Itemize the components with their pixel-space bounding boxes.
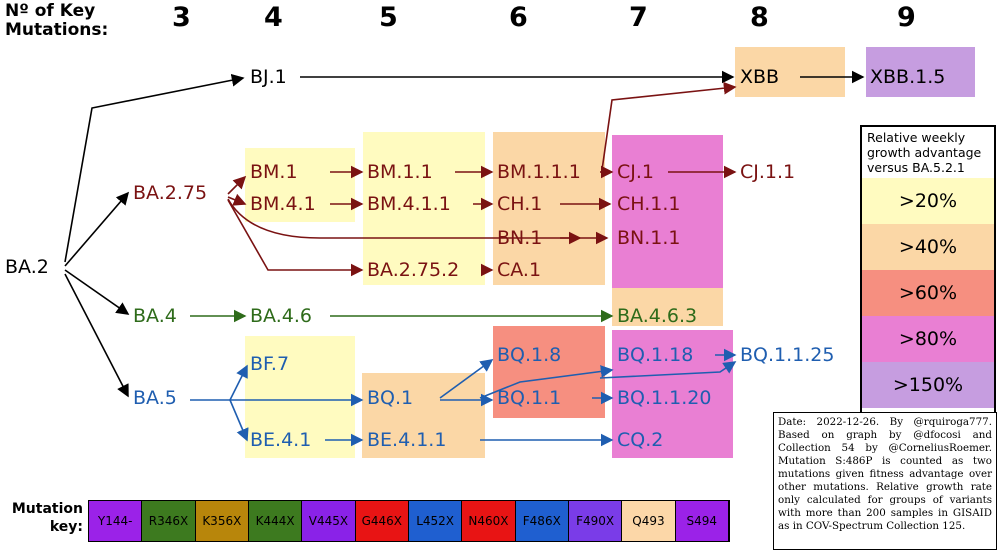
- variant-label: BM.4.1: [250, 193, 316, 215]
- key-label: Mutation key:: [11, 501, 83, 535]
- variant-label: BM.1: [250, 161, 298, 183]
- variant-label: BQ.1.18: [617, 344, 694, 366]
- variant-label: CJ.1.1: [740, 161, 796, 183]
- growth-box: [735, 47, 845, 97]
- key-item: G446X: [355, 501, 409, 541]
- growth-box: [245, 148, 355, 222]
- legend-title: Relative weekly growth advantage versus …: [867, 130, 982, 175]
- key-item: K444X: [248, 501, 303, 541]
- key-item: L452X: [408, 501, 463, 541]
- growth-box: [363, 132, 485, 285]
- key-item: K356X: [195, 501, 249, 541]
- variant-label: CH.1.1: [617, 193, 681, 215]
- column-number: 9: [897, 2, 916, 33]
- variant-label: BA.2.75.2: [367, 259, 460, 281]
- variant-label: BM.1.1: [367, 161, 433, 183]
- variant-label: CJ.1: [617, 161, 654, 183]
- key-bar: Y144- R346X K356X K444X V445X G446X L452X N460X…: [88, 500, 730, 542]
- column-number: 7: [629, 2, 648, 33]
- legend-item: >60%: [862, 270, 994, 316]
- variant-label: BQ.1.1.20: [617, 387, 712, 409]
- variant-label: BE.4.1.1: [367, 429, 447, 451]
- variant-label: BA.4.6: [250, 305, 312, 327]
- note: Date: 2022-12-26. By @rquiroga777. Based…: [773, 412, 997, 550]
- variant-label: BF.7: [250, 353, 290, 375]
- variant-label: BN.1.1: [617, 227, 681, 249]
- column-number: 3: [172, 2, 191, 33]
- growth-box: [362, 373, 485, 458]
- variant-label: XBB: [740, 66, 780, 88]
- variant-label: XBB.1.5: [870, 66, 946, 88]
- variant-label: BJ.1: [250, 66, 287, 88]
- variant-label: BN.1: [497, 227, 543, 249]
- growth-box: [612, 135, 723, 290]
- variant-label: BA.4: [133, 305, 177, 327]
- growth-box: [245, 336, 355, 458]
- legend-item: >40%: [862, 224, 994, 270]
- key-item: S494: [675, 501, 729, 541]
- growth-box: [493, 326, 605, 418]
- key-item: F486X: [515, 501, 569, 541]
- column-number: 6: [509, 2, 528, 33]
- growth-box: [866, 47, 975, 97]
- key-item: N460X: [462, 501, 516, 541]
- variant-label: BM.4.1.1: [367, 193, 451, 215]
- legend-item: >150%: [862, 362, 994, 408]
- key-item: Y144-: [89, 501, 143, 541]
- variant-label: BA.2: [5, 256, 49, 278]
- key-item: R346X: [142, 501, 196, 541]
- growth-box: [493, 132, 605, 285]
- variant-label: BA.5: [133, 387, 177, 409]
- column-number: 8: [750, 2, 769, 33]
- variant-label: CH.1: [497, 193, 543, 215]
- variant-label: CQ.2: [617, 429, 664, 451]
- legend-item: >20%: [862, 178, 994, 224]
- key-item: F490X: [568, 501, 623, 541]
- variant-label: BQ.1.1: [497, 387, 562, 409]
- variant-label: BQ.1.8: [497, 344, 562, 366]
- variant-label: BQ.1.1.25: [740, 344, 835, 366]
- variant-label: BE.4.1: [250, 429, 312, 451]
- legend: Relative weekly growth advantage versus …: [860, 125, 996, 421]
- variant-label: BA.4.6.3: [617, 305, 698, 327]
- column-number: 5: [379, 2, 398, 33]
- variant-label: BQ.1: [367, 387, 414, 409]
- column-number: 4: [264, 2, 283, 33]
- variant-label: BM.1.1.1: [497, 161, 581, 183]
- legend-item: >80%: [862, 316, 994, 362]
- variant-label: BA.2.75: [133, 182, 208, 204]
- growth-box: [612, 330, 733, 458]
- key-item: Q493: [622, 501, 676, 541]
- variant-label: CA.1: [497, 259, 542, 281]
- column-header: Nº of Key Mutations:: [5, 1, 109, 40]
- key-item: V445X: [302, 501, 356, 541]
- growth-box: [612, 288, 723, 326]
